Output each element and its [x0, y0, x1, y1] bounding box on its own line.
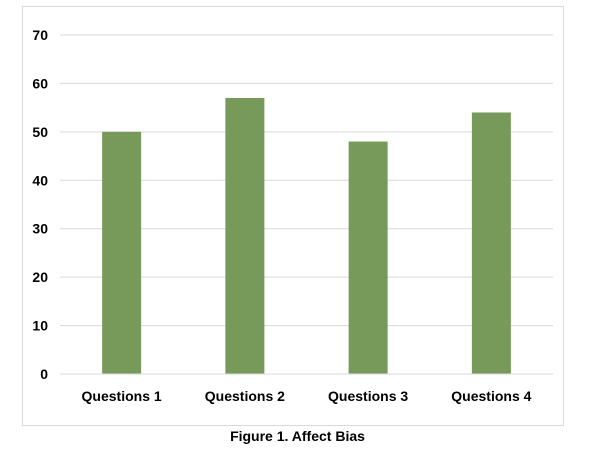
figure-caption: Figure 1. Affect Bias: [230, 428, 365, 444]
y-tick-label: 70: [32, 27, 48, 43]
bar-1: [102, 131, 142, 374]
y-axis-ticks: 0 10 20 30 40 50 60 70: [32, 27, 48, 382]
gridlines: [60, 34, 553, 327]
x-tick-label: Questions 4: [451, 388, 531, 404]
x-tick-label: Questions 2: [205, 388, 285, 404]
x-tick-label: Questions 1: [82, 388, 162, 404]
y-tick-label: 10: [32, 318, 48, 334]
y-tick-label: 60: [32, 75, 48, 91]
bars: [102, 97, 511, 374]
x-axis-ticks: Questions 1 Questions 2 Questions 3 Questio…: [82, 388, 532, 404]
y-tick-label: 30: [32, 221, 48, 237]
y-tick-label: 20: [32, 269, 48, 285]
x-tick-label: Questions 3: [328, 388, 408, 404]
bar-3: [348, 141, 388, 374]
bar-2: [225, 97, 265, 374]
y-tick-label: 50: [32, 124, 48, 140]
y-tick-label: 40: [32, 172, 48, 188]
bar-4: [471, 112, 511, 374]
y-tick-label: 0: [40, 366, 48, 382]
